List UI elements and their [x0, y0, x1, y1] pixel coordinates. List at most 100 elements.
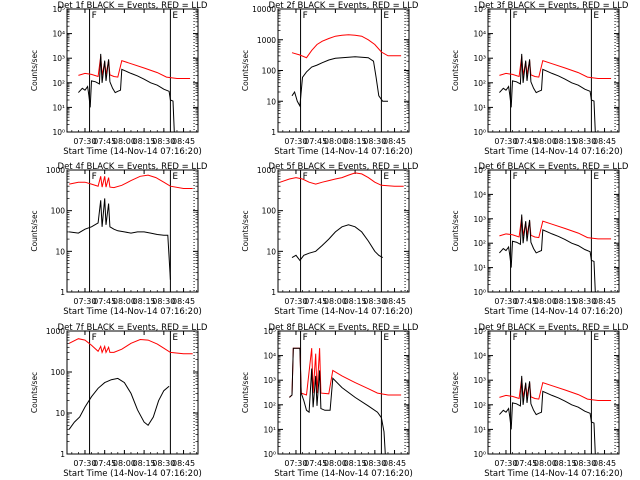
- y-tick-label: 10⁵: [263, 327, 276, 336]
- y-tick-label: 10⁵: [52, 5, 65, 14]
- y-axis-label: Counts/sec: [451, 210, 460, 251]
- y-tick-label: 10²: [52, 79, 65, 88]
- y-tick-label: 1: [271, 288, 276, 297]
- y-tick-label: 10: [266, 247, 276, 256]
- series-line-events: [499, 215, 595, 293]
- chart-title: Det 7f BLACK = Events, RED = LLD: [58, 323, 208, 333]
- chart-title: Det 9f BLACK = Events, RED = LLD: [479, 323, 629, 333]
- plot-frame: [488, 170, 619, 292]
- y-axis-label: Counts/sec: [30, 50, 39, 91]
- marker-label-e: E: [593, 172, 599, 182]
- plot-frame: [488, 331, 619, 454]
- panel-det-7: Det 7f BLACK = Events, RED = LLDCounts/s…: [30, 323, 208, 479]
- chart-title: Det 3f BLACK = Events, RED = LLD: [479, 1, 629, 11]
- marker-label-e: E: [383, 333, 389, 343]
- chart-title: Det 5f BLACK = Events, RED = LLD: [269, 162, 419, 172]
- marker-label-f: F: [303, 11, 308, 21]
- x-axis-label: Start Time (14-Nov-14 07:16:20): [484, 147, 623, 157]
- x-axis-label: Start Time (14-Nov-14 07:16:20): [63, 147, 202, 157]
- y-tick-label: 10⁵: [473, 5, 486, 14]
- y-tick-label: 10⁰: [263, 450, 276, 459]
- y-tick-label: 1000: [257, 36, 276, 45]
- y-tick-label: 10⁴: [263, 352, 276, 361]
- x-axis-label: Start Time (14-Nov-14 07:16:20): [274, 307, 413, 317]
- series-line-events: [292, 57, 388, 106]
- series-line-events: [289, 348, 385, 454]
- y-tick-label: 1: [271, 128, 276, 137]
- y-tick-label: 10¹: [473, 264, 486, 273]
- y-tick-label: 100: [51, 207, 66, 216]
- y-tick-label: 10: [55, 409, 65, 418]
- x-tick-label: 08:45: [383, 459, 406, 468]
- y-tick-label: 10³: [473, 376, 486, 385]
- y-axis-label: Counts/sec: [30, 210, 39, 251]
- y-tick-label: 10³: [473, 54, 486, 63]
- chart-title: Det 8f BLACK = Events, RED = LLD: [269, 323, 419, 333]
- y-tick-label: 100: [262, 67, 277, 76]
- y-axis-label: Counts/sec: [451, 50, 460, 91]
- x-tick-label: 08:45: [593, 297, 616, 306]
- y-tick-label: 100: [262, 207, 277, 216]
- marker-label-e: E: [593, 333, 599, 343]
- y-tick-label: 10³: [263, 376, 276, 385]
- marker-label-f: F: [513, 333, 518, 343]
- y-tick-label: 10⁰: [473, 450, 486, 459]
- series-line-lld: [292, 35, 401, 58]
- y-tick-label: 1000: [46, 166, 65, 175]
- y-tick-label: 10¹: [473, 425, 486, 434]
- x-tick-label: 08:45: [383, 297, 406, 306]
- x-tick-label: 08:45: [593, 137, 616, 146]
- y-tick-label: 10: [55, 247, 65, 256]
- marker-label-f: F: [303, 333, 308, 343]
- panel-det-8: Det 8f BLACK = Events, RED = LLD Counts/s…: [241, 323, 419, 479]
- y-tick-label: 10³: [473, 215, 486, 224]
- y-axis-label: Counts/sec: [241, 210, 250, 251]
- marker-label-f: F: [513, 172, 518, 182]
- y-tick-label: 10³: [52, 54, 65, 63]
- y-tick-label: 10⁴: [473, 30, 486, 39]
- series-line-events: [69, 198, 170, 279]
- y-tick-label: 10000: [252, 5, 276, 14]
- chart-title: Det 6f BLACK = Events, RED = LLD: [479, 162, 629, 172]
- y-tick-label: 1: [60, 288, 65, 297]
- detector-count-rate-figure: Det 1f BLACK = Events, RED = LLD Counts/s…: [0, 0, 640, 480]
- marker-label-e: E: [172, 333, 178, 343]
- x-axis-label: Start Time (14-Nov-14 07:16:20): [63, 307, 202, 317]
- plot-frame: [67, 9, 198, 132]
- x-tick-label: 08:45: [172, 459, 195, 468]
- marker-label-e: E: [172, 11, 178, 21]
- marker-label-e: E: [172, 172, 178, 182]
- plot-frame: [67, 170, 198, 292]
- marker-label-f: F: [92, 11, 97, 21]
- y-tick-label: 10⁴: [52, 30, 65, 39]
- plot-frame: [488, 9, 619, 132]
- marker-label-e: E: [383, 11, 389, 21]
- series-line-events: [499, 376, 595, 454]
- panel-det-9: Det 9f BLACK = Events, RED = LLD Counts/s…: [451, 323, 629, 479]
- panel-det-2: Det 2f BLACK = Events, RED = LLD Counts/s…: [241, 1, 419, 157]
- y-tick-label: 10⁴: [473, 352, 486, 361]
- y-tick-label: 1000: [257, 166, 276, 175]
- marker-label-f: F: [513, 11, 518, 21]
- series-line-events: [69, 378, 169, 429]
- y-axis-label: Counts/sec: [241, 372, 250, 413]
- chart-title: Det 2f BLACK = Events, RED = LLD: [269, 1, 419, 11]
- panel-det-4: Det 4f BLACK = Events, RED = LLD Counts/s…: [30, 162, 208, 317]
- series-line-events: [499, 54, 595, 132]
- x-tick-label: 08:45: [172, 137, 195, 146]
- y-tick-label: 1000: [46, 327, 65, 336]
- y-axis-label: Counts/sec: [451, 372, 460, 413]
- y-tick-label: 10¹: [263, 425, 276, 434]
- y-tick-label: 1: [60, 450, 65, 459]
- y-tick-label: 100: [51, 368, 66, 377]
- y-tick-label: 10⁵: [473, 166, 486, 175]
- chart-title: Det 4f BLACK = Events, RED = LLD: [58, 162, 208, 172]
- plot-frame: [278, 9, 409, 132]
- marker-label-f: F: [92, 333, 97, 343]
- y-tick-label: 10⁰: [473, 288, 486, 297]
- y-tick-label: 10⁴: [473, 190, 486, 199]
- panel-det-3: Det 3f BLACK = Events, RED = LLD Counts/s…: [451, 1, 629, 157]
- chart-title: Det 1f BLACK = Events, RED = LLD: [58, 1, 208, 11]
- y-tick-label: 10¹: [473, 103, 486, 112]
- marker-label-f: F: [92, 172, 97, 182]
